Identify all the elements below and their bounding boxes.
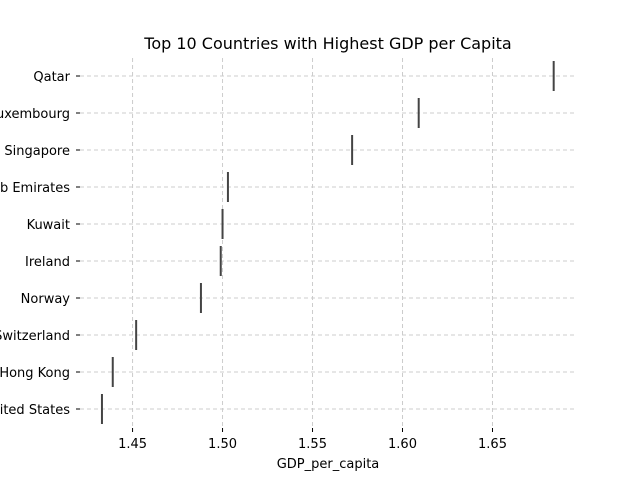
chart-title: Top 10 Countries with Highest GDP per Ca… (143, 34, 511, 53)
mark-layer (100, 61, 555, 424)
y-tick-label: Qatar (33, 70, 70, 85)
y-axis: Qatar Luxembourg Singapore United Arab Emir… (0, 70, 80, 418)
y-tick-label: Ireland (25, 255, 70, 270)
y-tick-label: Kuwait (27, 218, 70, 233)
x-tick-label: 1.50 (208, 437, 237, 452)
y-tick-label: United Arab Emirates (0, 181, 70, 196)
x-axis: 1.45 1.50 1.55 1.60 1.65 (118, 428, 507, 452)
y-tick-label: Hong Kong (0, 366, 70, 381)
y-tick-label: Switzerland (0, 329, 70, 344)
x-tick-label: 1.55 (298, 437, 327, 452)
y-tick-label: Luxembourg (0, 107, 70, 122)
y-tick-label: Singapore (4, 144, 70, 159)
grid-layer (80, 58, 576, 428)
x-axis-label: GDP_per_capita (277, 457, 380, 472)
x-tick-label: 1.60 (388, 437, 417, 452)
x-tick-label: 1.45 (118, 437, 147, 452)
x-tick-label: 1.65 (478, 437, 507, 452)
y-tick-label: United States (0, 403, 70, 418)
y-tick-label: Norway (21, 292, 71, 307)
